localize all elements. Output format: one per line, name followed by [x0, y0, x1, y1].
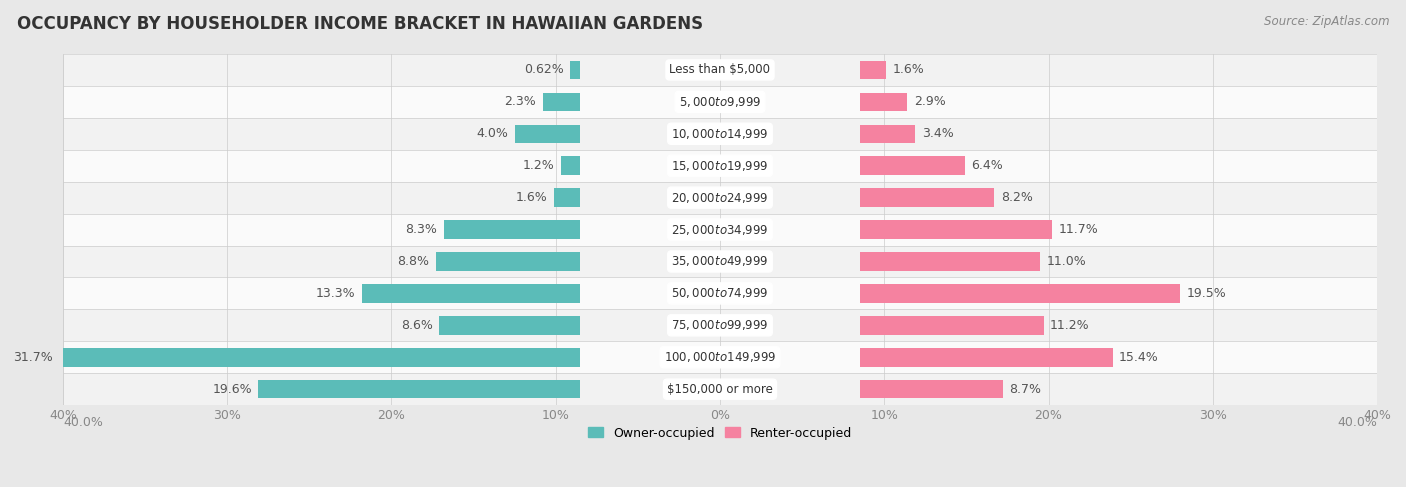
Bar [571, 61, 581, 79]
Bar [859, 156, 965, 175]
Bar [63, 150, 1376, 182]
Bar [859, 348, 1112, 367]
Bar [543, 93, 581, 111]
Text: 11.0%: 11.0% [1047, 255, 1087, 268]
Text: 40.0%: 40.0% [63, 416, 103, 430]
Bar [361, 284, 581, 302]
Text: 40.0%: 40.0% [1337, 416, 1376, 430]
Text: 11.2%: 11.2% [1050, 319, 1090, 332]
Bar [436, 252, 581, 271]
Bar [859, 125, 915, 143]
Text: $20,000 to $24,999: $20,000 to $24,999 [671, 190, 769, 205]
Text: 31.7%: 31.7% [13, 351, 53, 364]
Bar [859, 188, 994, 207]
Text: 15.4%: 15.4% [1119, 351, 1159, 364]
Text: 11.7%: 11.7% [1059, 223, 1098, 236]
Text: 8.8%: 8.8% [398, 255, 429, 268]
Text: 2.3%: 2.3% [505, 95, 536, 108]
Text: 8.2%: 8.2% [1001, 191, 1033, 204]
Bar [63, 118, 1376, 150]
Bar [859, 252, 1040, 271]
Bar [63, 309, 1376, 341]
Text: $35,000 to $49,999: $35,000 to $49,999 [671, 255, 769, 268]
Legend: Owner-occupied, Renter-occupied: Owner-occupied, Renter-occupied [583, 422, 856, 445]
Bar [63, 86, 1376, 118]
Bar [859, 284, 1180, 302]
Bar [63, 54, 1376, 86]
Bar [63, 245, 1376, 278]
Text: 4.0%: 4.0% [477, 127, 508, 140]
Text: $25,000 to $34,999: $25,000 to $34,999 [671, 223, 769, 237]
Text: 1.6%: 1.6% [516, 191, 547, 204]
Bar [859, 316, 1043, 335]
Bar [63, 278, 1376, 309]
Text: 19.5%: 19.5% [1187, 287, 1226, 300]
Text: $5,000 to $9,999: $5,000 to $9,999 [679, 95, 761, 109]
Text: $10,000 to $14,999: $10,000 to $14,999 [671, 127, 769, 141]
Text: $75,000 to $99,999: $75,000 to $99,999 [671, 318, 769, 332]
Bar [63, 341, 1376, 373]
Text: Less than $5,000: Less than $5,000 [669, 63, 770, 76]
Bar [259, 380, 581, 398]
Bar [59, 348, 581, 367]
Text: $150,000 or more: $150,000 or more [666, 383, 773, 396]
Text: $15,000 to $19,999: $15,000 to $19,999 [671, 159, 769, 173]
Bar [439, 316, 581, 335]
Text: 3.4%: 3.4% [922, 127, 953, 140]
Bar [63, 373, 1376, 405]
Text: Source: ZipAtlas.com: Source: ZipAtlas.com [1264, 15, 1389, 28]
Text: 8.7%: 8.7% [1010, 383, 1040, 396]
Text: 1.6%: 1.6% [893, 63, 924, 76]
Bar [859, 380, 1002, 398]
Text: 19.6%: 19.6% [212, 383, 252, 396]
Text: OCCUPANCY BY HOUSEHOLDER INCOME BRACKET IN HAWAIIAN GARDENS: OCCUPANCY BY HOUSEHOLDER INCOME BRACKET … [17, 15, 703, 33]
Bar [444, 220, 581, 239]
Text: 1.2%: 1.2% [523, 159, 554, 172]
Text: 0.62%: 0.62% [524, 63, 564, 76]
Bar [859, 93, 907, 111]
Text: 2.9%: 2.9% [914, 95, 946, 108]
Bar [859, 61, 886, 79]
Bar [515, 125, 581, 143]
Text: 6.4%: 6.4% [972, 159, 1002, 172]
Bar [561, 156, 581, 175]
Text: $50,000 to $74,999: $50,000 to $74,999 [671, 286, 769, 300]
Text: 8.3%: 8.3% [405, 223, 437, 236]
Bar [859, 220, 1052, 239]
Text: $100,000 to $149,999: $100,000 to $149,999 [664, 350, 776, 364]
Text: 13.3%: 13.3% [316, 287, 356, 300]
Text: 8.6%: 8.6% [401, 319, 433, 332]
Bar [63, 214, 1376, 245]
Bar [554, 188, 581, 207]
Bar [63, 182, 1376, 214]
